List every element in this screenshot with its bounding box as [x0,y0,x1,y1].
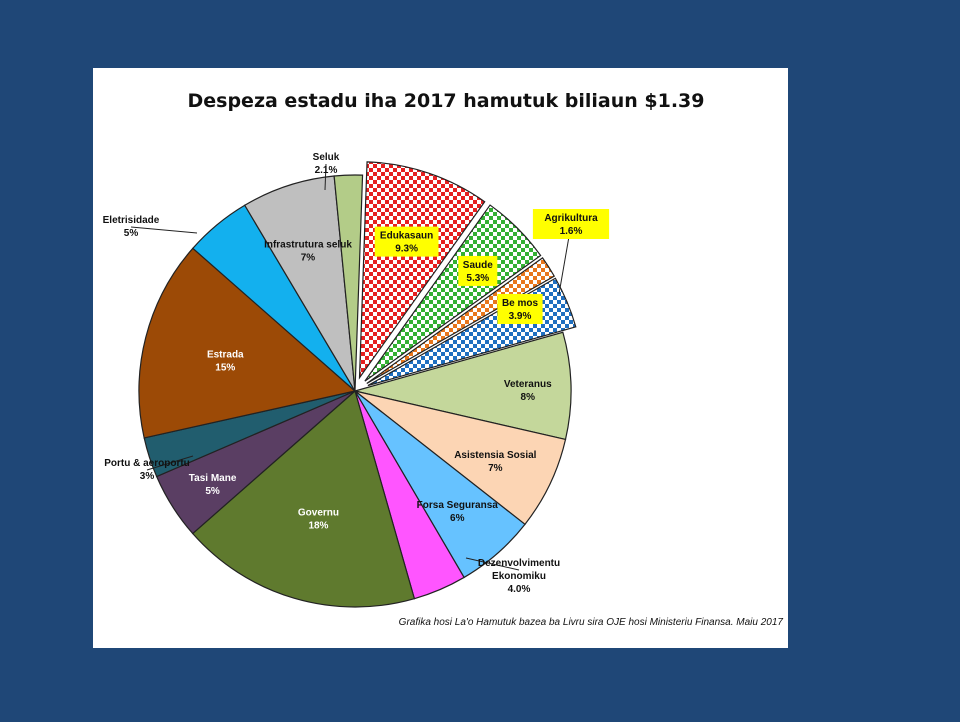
slice-governu [191,389,416,608]
slice-name-label: Ekonomiku [492,571,546,582]
leader-line [324,163,327,191]
slice-value-label: 15% [215,363,235,374]
slice-value-label: 2.1% [315,165,338,176]
slice-name-label: Forsa Seguransa [417,500,499,511]
slice-name-label: Estrada [207,350,244,361]
slice-label: Veteranus 8% [504,379,552,403]
slice-edukasaun [358,161,486,380]
slice-label: Infrastrutura seluk 7% [264,239,352,263]
slice-estrada [138,247,357,439]
slice-value-label: 3% [140,471,155,482]
slice-value-label: 18% [308,520,328,531]
slice-value-label: 9.3% [395,244,418,255]
slice-label: Edukasaun 9.3% [374,226,439,257]
chart-frame: Despeza estadu iha 2017 hamutuk biliaun … [93,68,788,648]
slice-label: Be mos 3.9% [497,294,543,324]
slice-name-label: Veteranus [504,379,552,390]
label-highlight [374,226,439,257]
slice-value-label: 7% [301,252,316,263]
slice-value-label: 5% [124,228,139,239]
slice-value-label: 1.6% [560,226,583,237]
pie-chart: Despeza estadu iha 2017 hamutuk biliaun … [103,90,784,628]
label-highlight [458,255,498,286]
label-highlight [532,209,610,239]
leader-line [146,455,194,471]
slice-name-label: Agrikultura [544,213,598,224]
slice-label: Forsa Seguransa 6% [417,500,499,524]
slice-value-label: 4.0% [508,584,531,595]
slice-name-label: Infrastrutura seluk [264,239,352,250]
slice-value-label: 8% [521,392,536,403]
slice-value-label: 5.3% [466,273,489,284]
slice-label: Eletrisidade 5% [103,215,160,239]
slice-name-label: Be mos [502,298,539,309]
leader-line [130,226,198,234]
slice-label: Saude 5.3% [458,255,498,286]
leader-line [465,557,520,571]
slice-name-label: Asistensia Sosial [454,450,536,461]
label-highlight [497,294,543,324]
slice-agrikultura [366,257,556,384]
slices-layer [138,161,577,608]
slice-label: Asistensia Sosial 7% [454,450,536,474]
slice-saude [364,204,542,382]
slice-name-label: Saude [463,260,493,271]
slice-seluk [333,174,364,392]
slice-label: Agrikultura 1.6% [532,209,610,239]
slice-label: Dezenvolvimentu Ekonomiku 4.0% [478,558,560,595]
slice-veteranus [354,331,572,441]
slice-name-label: Portu & aeroportu [104,458,190,469]
slice-name-label: Seluk [313,152,340,163]
slice-label: Seluk 2.1% [313,152,340,176]
slice-label: Portu & aeroportu 3% [104,458,190,482]
slice-name-label: Governu [298,507,339,518]
slice-label: Tasi Mane 5% [189,473,237,497]
source-note: Grafika hosi La'o Hamutuk bazea ba Livru… [399,617,784,628]
slice-value-label: 7% [488,463,503,474]
slice-value-label: 5% [205,486,220,497]
slice-name-label: Tasi Mane [189,473,237,484]
slice-value-label: 6% [450,513,465,524]
slice-name-label: Edukasaun [380,231,433,242]
chart-title: Despeza estadu iha 2017 hamutuk biliaun … [187,90,704,112]
slice-label: Estrada 15% [207,350,244,374]
labels-layer: Edukasaun 9.3% Saude 5.3% Agrikultura 1.6% Be … [103,152,610,595]
slice-value-label: 3.9% [509,311,532,322]
slice-name-label: Dezenvolvimentu [478,558,560,569]
slice-label: Governu 18% [298,507,339,531]
slice-name-label: Eletrisidade [103,215,160,226]
